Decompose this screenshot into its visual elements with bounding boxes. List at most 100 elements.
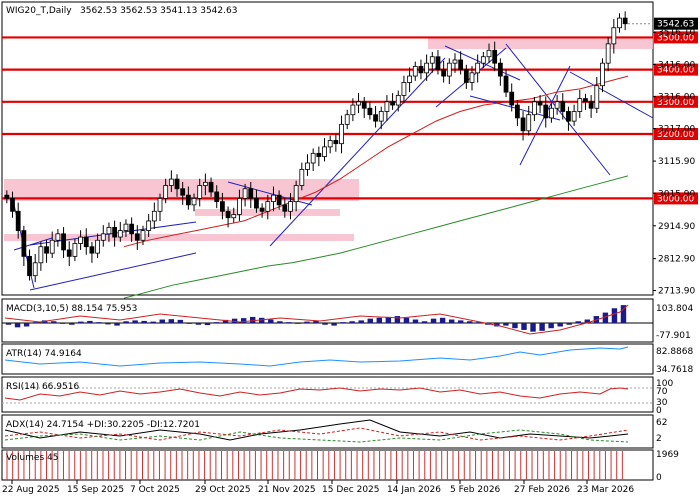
atr-label: ATR(14) 74.9164 [6,349,82,359]
level-label-box [654,95,698,108]
macd-bar [476,322,482,323]
last-price-label: 3542.63 [657,20,694,30]
macd-label: MACD(3,10,5) 88.154 75.953 [6,304,137,314]
candle-body [384,101,390,112]
candle-body [560,101,566,112]
x-tick-label: 5 Feb 2026 [450,485,501,495]
candle-body [316,152,322,157]
candle-body [305,162,310,170]
macd-bar [204,323,211,326]
candle-body [514,104,520,119]
candle-body [424,62,430,74]
adx-label: ADX(14) 24.7154 +DI:30.2205 -DI:12.7201 [6,420,200,430]
candle-body [185,194,191,206]
zone-3500 [428,38,653,49]
candle-body [452,59,458,64]
level-label: 3200.00 [657,130,694,140]
x-tick-label: 15 Sep 2025 [67,485,124,495]
level-label-box [654,63,698,76]
macd-bar [141,320,147,323]
rsi-min-label: 0 [656,406,662,416]
candle-body [526,114,532,132]
candle-body [100,233,106,241]
candle-body [622,17,628,25]
macd-max-label: 103.804 [656,304,693,314]
candle-body [299,169,305,186]
candle-body [446,62,452,77]
atr-panel: ATR(14) 74.9164 82.8868 34.7618 [1,343,693,375]
candle-body [469,72,475,83]
adx-panel: ADX(14) 24.7154 +DI:30.2205 -DI:12.7201 … [1,414,667,449]
macd-bar [358,320,364,323]
candle-body [140,230,146,241]
candle-body [310,152,316,164]
macd-bar [412,319,419,323]
macd-bar [457,320,464,323]
macd-bar [222,319,229,323]
x-axis: 22 Aug 2025 15 Sep 2025 7 Oct 2025 29 Oct 2… [2,480,634,495]
y-tick-label: 2713.90 [658,287,695,297]
candle-body [49,239,55,254]
candle-body [117,230,123,238]
candle-body [265,201,271,212]
level-label-box [654,31,698,44]
rsi-label: RSI(14) 66.9516 [6,382,79,392]
candle-body [129,223,135,235]
candle-body [509,91,515,106]
candle-body [322,146,327,157]
macd-bar [340,322,346,323]
atr-panel-frame [1,343,654,375]
candle-body [458,59,464,71]
candle-body [151,210,157,222]
macd-bar [123,321,129,323]
candle-body [134,233,140,241]
candle-body [378,111,384,122]
candle-body [174,178,180,190]
candle-body [4,194,10,199]
candle-body [180,188,186,196]
candle-body [168,178,174,186]
candle-body [276,194,282,206]
candle-body [112,226,118,238]
candle-body [571,111,577,122]
y-tick-label: 3416.00 [658,60,695,70]
candle-body [214,191,220,203]
trendline [505,43,611,176]
volumes-min-label: 0 [656,473,662,483]
candle-body [123,223,129,232]
macd-bar [240,318,247,323]
candle-body [549,107,554,119]
candle-body [157,198,163,212]
macd-bar [249,316,256,323]
macd-bar [557,323,563,327]
macd-panel: MACD(3,10,5) 88.154 75.953 103.804 -77.9… [1,298,693,343]
adx-minus-di-line [4,429,629,443]
macd-bar [277,321,283,323]
candle-body [401,82,407,96]
candle-body [259,207,265,212]
trendline [13,237,53,251]
macd-bar [286,322,292,323]
y-tick-label: 3516.10 [658,28,695,38]
candle-body [617,17,622,29]
volumes-panel-frame [1,449,654,481]
atr-line [4,346,629,367]
candle-body [361,101,367,109]
candle-body [344,114,350,125]
candle-body [146,220,152,232]
level-label: 3500.00 [657,33,694,43]
candle-body [78,236,83,244]
macd-bar [159,319,165,323]
x-tick-label: 7 Oct 2025 [130,485,180,495]
macd-bar [602,312,609,323]
y-tick-label: 2914.90 [658,222,695,232]
x-tick-label: 21 Nov 2025 [258,485,316,495]
macd-bar [439,317,446,323]
level-label-box [654,128,698,141]
macd-bar [186,323,193,324]
macd-bar [60,323,66,324]
rsi-panel-frame [1,376,654,413]
candle-body [588,101,594,109]
macd-bar [367,318,373,323]
candle-body [492,49,498,64]
